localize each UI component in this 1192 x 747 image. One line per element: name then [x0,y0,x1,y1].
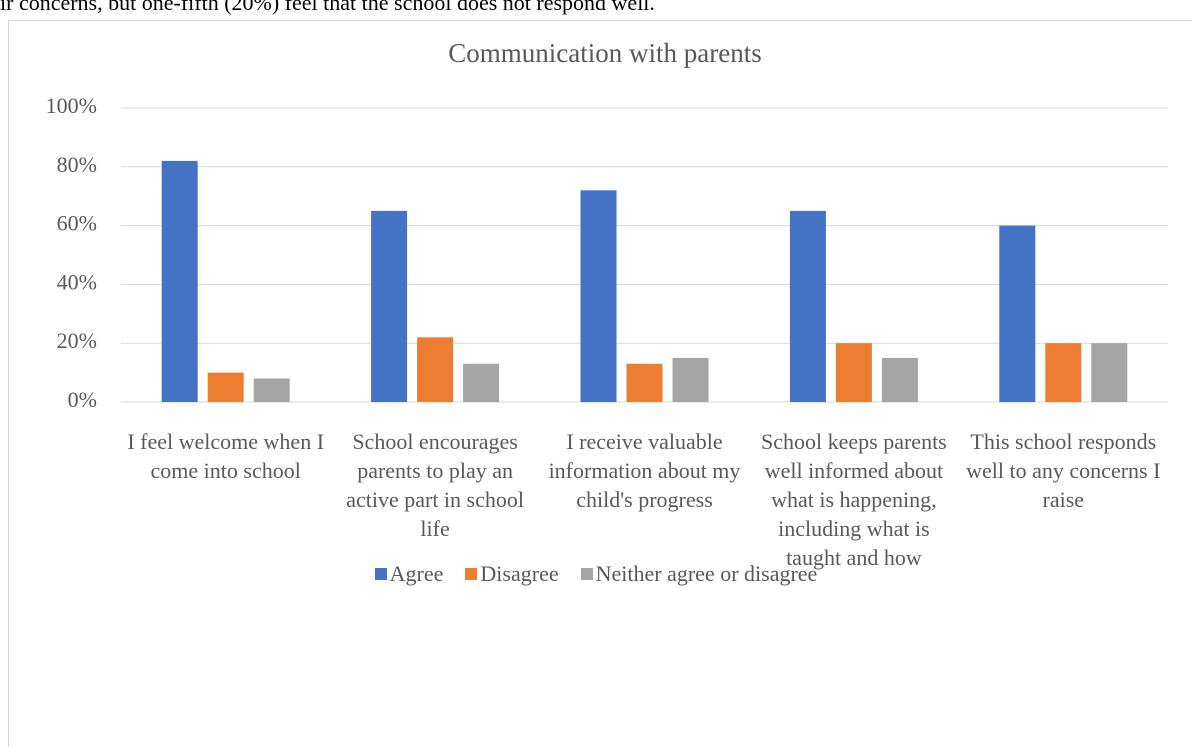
chart-frame [8,20,1192,747]
bar [789,210,826,402]
legend-item: Disagree [465,561,559,587]
y-tick-label: 80% [57,152,97,177]
x-tick-label: I receive valuable information about my … [548,429,741,512]
bar [580,190,617,402]
bar [161,160,198,402]
bar [999,225,1036,402]
bar [253,378,290,402]
bar [1091,343,1128,402]
legend-label: Neither agree or disagree [595,561,818,586]
legend-swatch [580,568,593,580]
bar [672,357,709,402]
legend-swatch [465,568,478,580]
chart-title: Communication with parents [448,38,761,68]
bar [463,363,500,402]
x-tick-label: School keeps parents well informed about… [761,429,947,570]
y-tick-label: 100% [46,93,97,118]
bar [207,372,244,402]
bar [626,363,663,402]
legend-swatch [374,568,387,580]
x-tick-label: I feel welcome when I come into school [127,429,325,483]
y-tick-label: 40% [57,269,97,294]
y-tick-label: 20% [57,328,97,353]
bar [881,357,918,402]
bar [417,337,454,402]
x-tick-label: This school responds well to any concern… [966,429,1161,512]
y-tick-label: 60% [57,211,97,236]
bar [1045,343,1082,402]
y-tick-label: 0% [68,387,97,412]
bar [371,210,408,402]
legend-label: Disagree [480,561,559,586]
legend-item: Agree [374,561,444,587]
bar [835,343,872,402]
x-tick-label: School encourages parents to play an act… [346,429,524,541]
document-text: ir concerns, but one-fifth (20%) feel th… [0,0,655,15]
legend: Agree Disagree Neither agree or disagree [0,561,1192,587]
legend-label: Agree [389,561,444,586]
legend-item: Neither agree or disagree [580,561,818,587]
